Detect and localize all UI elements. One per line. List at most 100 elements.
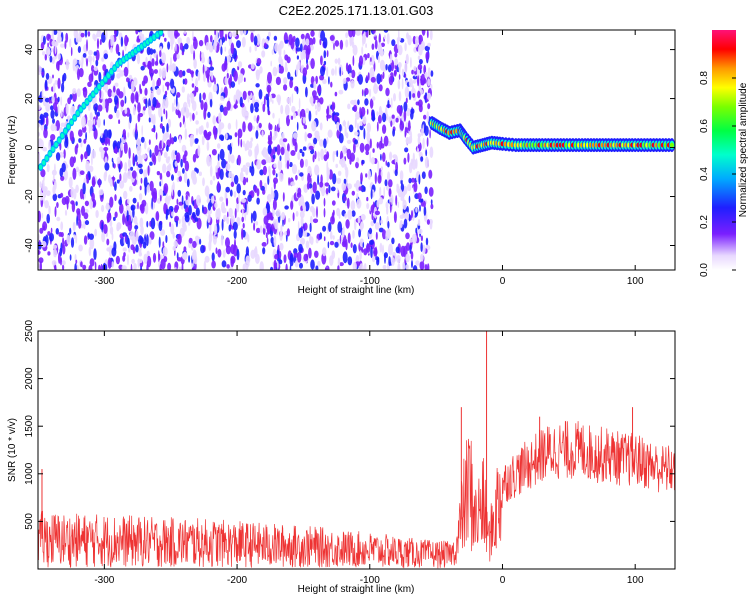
spectrogram-noise-cell [186, 69, 191, 73]
spectrogram-y-tick-label: 40 [24, 44, 35, 56]
spectrogram-noise-cell [380, 60, 385, 71]
spectrogram-noise-cell [297, 188, 301, 196]
spectrogram-noise-cell [208, 202, 211, 210]
spectrogram-noise-cell [366, 131, 370, 142]
spectrogram-noise-cell [207, 192, 209, 204]
spectrogram-noise-cell [86, 177, 89, 184]
spectrogram-noise-cell [238, 91, 242, 96]
spectrogram-noise-cell [171, 185, 173, 196]
spectrogram-noise-cell [315, 105, 317, 110]
spectrogram-noise-cell [217, 143, 220, 149]
spectrogram-noise-cell [382, 124, 386, 134]
spectrogram-noise-cell [320, 30, 325, 41]
spectrogram-noise-cell [98, 178, 100, 188]
spectrogram-noise-cell [88, 31, 91, 37]
spectrogram-noise-cell [231, 43, 235, 55]
spectrogram-noise-cell [71, 237, 74, 248]
spectrogram-noise-cell [166, 214, 168, 220]
spectrogram-noise-cell [41, 42, 44, 50]
spectrogram-noise-cell [40, 181, 42, 188]
snr-x-tick-label: -200 [227, 575, 247, 586]
spectrogram-noise-cell [427, 103, 430, 109]
spectrogram-noise-cell [409, 196, 411, 204]
spectrogram-noise-cell [285, 104, 290, 115]
spectrogram-noise-cell [220, 169, 224, 180]
spectrogram-noise-cell [61, 232, 64, 237]
spectrogram-noise-cell [58, 53, 61, 60]
spectrogram-feature-cell [159, 30, 163, 35]
spectrogram-noise-cell [420, 261, 425, 270]
spectrogram-noise-cell [383, 187, 385, 198]
spectrogram-noise-cell [246, 162, 251, 167]
spectrogram-noise-cell [123, 247, 127, 251]
spectrogram-noise-cell [337, 188, 339, 194]
spectrogram-noise-cell [162, 164, 166, 174]
spectrogram-noise-cell [366, 75, 368, 82]
spectrogram-noise-cell [159, 221, 163, 231]
spectrogram-noise-cell [243, 223, 245, 229]
spectrogram-noise-cell [144, 234, 146, 246]
spectrogram-noise-cell [144, 141, 146, 149]
spectrogram-noise-cell [302, 239, 304, 245]
spectrogram-noise-cell [204, 102, 208, 112]
spectrogram-noise-cell [302, 152, 305, 157]
spectrogram-noise-cell [307, 182, 310, 190]
spectrogram-noise-cell [64, 40, 66, 49]
spectrogram-noise-cell [182, 168, 185, 174]
spectrogram-noise-cell [262, 149, 265, 156]
spectrogram-noise-cell [166, 110, 168, 119]
spectrogram-noise-cell [416, 102, 420, 106]
spectrogram-noise-cell [205, 256, 210, 263]
spectrogram-noise-cell [415, 260, 420, 265]
spectrogram-noise-cell [89, 74, 94, 83]
spectrogram-noise-cell [316, 206, 318, 218]
spectrogram-noise-cell [255, 83, 259, 87]
spectrogram-noise-cell [382, 113, 386, 122]
spectrogram-noise-cell [142, 80, 146, 86]
spectrogram-noise-cell [183, 102, 188, 113]
spectrogram-noise-cell [339, 90, 344, 95]
spectrogram-noise-cell [387, 221, 389, 229]
spectrogram-noise-cell [94, 67, 98, 71]
spectrogram-noise-cell [230, 190, 233, 197]
colorbar-tick-label: 0.6 [699, 119, 710, 133]
spectrogram-noise-cell [122, 265, 127, 270]
spectrogram-noise-cell [247, 195, 252, 202]
spectrogram-noise-cell [184, 172, 187, 183]
spectrogram-noise-cell [245, 260, 250, 267]
spectrogram-noise-cell [420, 254, 424, 262]
spectrogram-noise-cell [199, 40, 203, 46]
spectrogram-noise-cell [180, 43, 183, 51]
spectrogram-noise-cell [137, 102, 141, 113]
spectrogram-noise-cell [405, 233, 410, 240]
spectrogram-noise-cell [42, 89, 44, 99]
spectrogram-noise-cell [75, 201, 77, 206]
spectrogram-noise-cell [417, 91, 420, 99]
spectrogram-noise-cell [78, 219, 81, 229]
spectrogram-noise-cell [324, 198, 326, 207]
spectrogram-noise-cell [366, 28, 369, 38]
spectrogram-noise-cell [138, 154, 143, 165]
spectrogram-noise-cell [324, 154, 328, 161]
spectrogram-noise-cell [188, 205, 192, 215]
spectrogram-noise-cell [310, 30, 314, 37]
spectrogram-noise-cell [244, 111, 248, 121]
spectrogram-noise-cell [377, 161, 379, 173]
spectrogram-noise-cell [107, 98, 112, 103]
spectrogram-noise-cell [93, 56, 95, 63]
spectrogram-noise-cell [71, 47, 73, 56]
spectrogram-noise-cell [220, 149, 225, 160]
spectrogram-noise-cell [154, 145, 158, 156]
spectrogram-noise-cell [366, 197, 368, 201]
spectrogram-noise-cell [325, 182, 330, 186]
spectrogram-noise-cell [241, 199, 246, 203]
spectrogram-noise-cell [141, 137, 145, 143]
spectrogram-noise-cell [405, 264, 409, 269]
spectrogram-noise-cell [364, 88, 369, 95]
spectrogram-noise-cell [320, 122, 323, 130]
spectrogram-noise-cell [80, 170, 85, 175]
spectrogram-noise-cell [343, 78, 347, 84]
spectrogram-noise-cell [271, 187, 273, 196]
spectrogram-noise-cell [149, 162, 153, 166]
spectrogram-noise-cell [133, 263, 137, 271]
